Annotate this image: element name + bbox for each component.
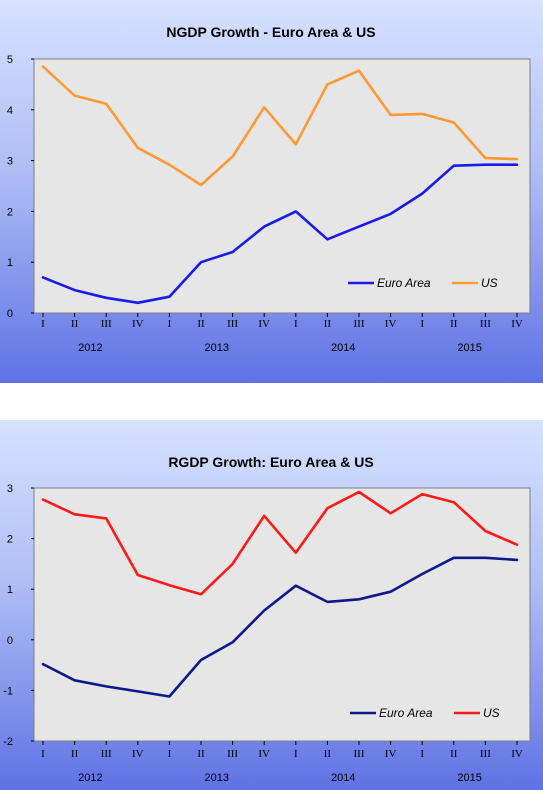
chart-title: RGDP Growth: Euro Area & US <box>168 454 373 470</box>
x-tick-label: III <box>227 748 238 760</box>
x-tick-label: I <box>420 748 424 760</box>
year-label: 2013 <box>205 772 229 784</box>
plot-area <box>33 58 531 314</box>
plot-area <box>33 487 531 742</box>
year-label: 2014 <box>331 772 355 784</box>
x-tick-label: I <box>294 748 298 760</box>
x-tick-label: I <box>41 318 45 330</box>
x-tick-label: II <box>324 318 332 330</box>
legend-label-euro-area: Euro Area <box>379 706 433 720</box>
x-tick-label: II <box>324 748 332 760</box>
year-label: 2013 <box>205 342 229 354</box>
y-tick-label: -2 <box>3 736 13 748</box>
x-tick-label: II <box>71 318 79 330</box>
x-tick-label: III <box>480 318 491 330</box>
y-tick-label: 5 <box>7 54 13 66</box>
y-tick-label: 1 <box>7 584 13 596</box>
x-tick-label: IV <box>258 748 270 760</box>
y-tick-label: 0 <box>7 635 13 647</box>
x-tick-label: I <box>294 318 298 330</box>
x-tick-label: III <box>354 318 365 330</box>
series-line-us <box>41 65 519 187</box>
series-line-us <box>41 490 519 596</box>
x-tick-label: I <box>168 318 172 330</box>
series-line-euro-area <box>41 556 519 698</box>
x-tick-label: IV <box>132 748 144 760</box>
y-tick-label: 3 <box>7 156 13 168</box>
x-tick-label: IV <box>511 318 523 330</box>
x-tick-label: IV <box>511 748 523 760</box>
year-label: 2015 <box>457 772 481 784</box>
x-tick-label: II <box>71 748 79 760</box>
y-tick-label: 1 <box>7 257 13 269</box>
x-tick-label: II <box>197 318 205 330</box>
x-tick-label: II <box>197 748 205 760</box>
y-tick-label: 4 <box>7 105 13 117</box>
x-tick-label: II <box>450 318 458 330</box>
legend-label-us: US <box>481 276 498 290</box>
x-tick-label: III <box>227 318 238 330</box>
x-tick-label: IV <box>385 748 397 760</box>
x-tick-label: IV <box>258 318 270 330</box>
x-tick-label: III <box>101 748 112 760</box>
x-tick-label: III <box>101 318 112 330</box>
series-line-euro-area <box>41 163 519 305</box>
year-label: 2015 <box>457 342 481 354</box>
x-tick-label: IV <box>132 318 144 330</box>
year-label: 2014 <box>331 342 355 354</box>
x-tick-label: I <box>168 748 172 760</box>
x-tick-label: III <box>354 748 365 760</box>
x-tick-label: II <box>450 748 458 760</box>
legend-label-us: US <box>483 706 500 720</box>
x-tick-label: I <box>41 748 45 760</box>
year-label: 2012 <box>78 772 102 784</box>
y-tick-label: 2 <box>7 534 13 546</box>
y-tick-label: 0 <box>7 308 13 320</box>
chart-title: NGDP Growth - Euro Area & US <box>166 24 375 40</box>
x-tick-label: III <box>480 748 491 760</box>
x-tick-label: IV <box>385 318 397 330</box>
y-tick-label: 2 <box>7 206 13 218</box>
y-tick-label: -1 <box>3 685 13 697</box>
y-tick-label: 3 <box>7 483 13 495</box>
x-tick-label: I <box>420 318 424 330</box>
year-label: 2012 <box>78 342 102 354</box>
legend-label-euro-area: Euro Area <box>377 276 431 290</box>
